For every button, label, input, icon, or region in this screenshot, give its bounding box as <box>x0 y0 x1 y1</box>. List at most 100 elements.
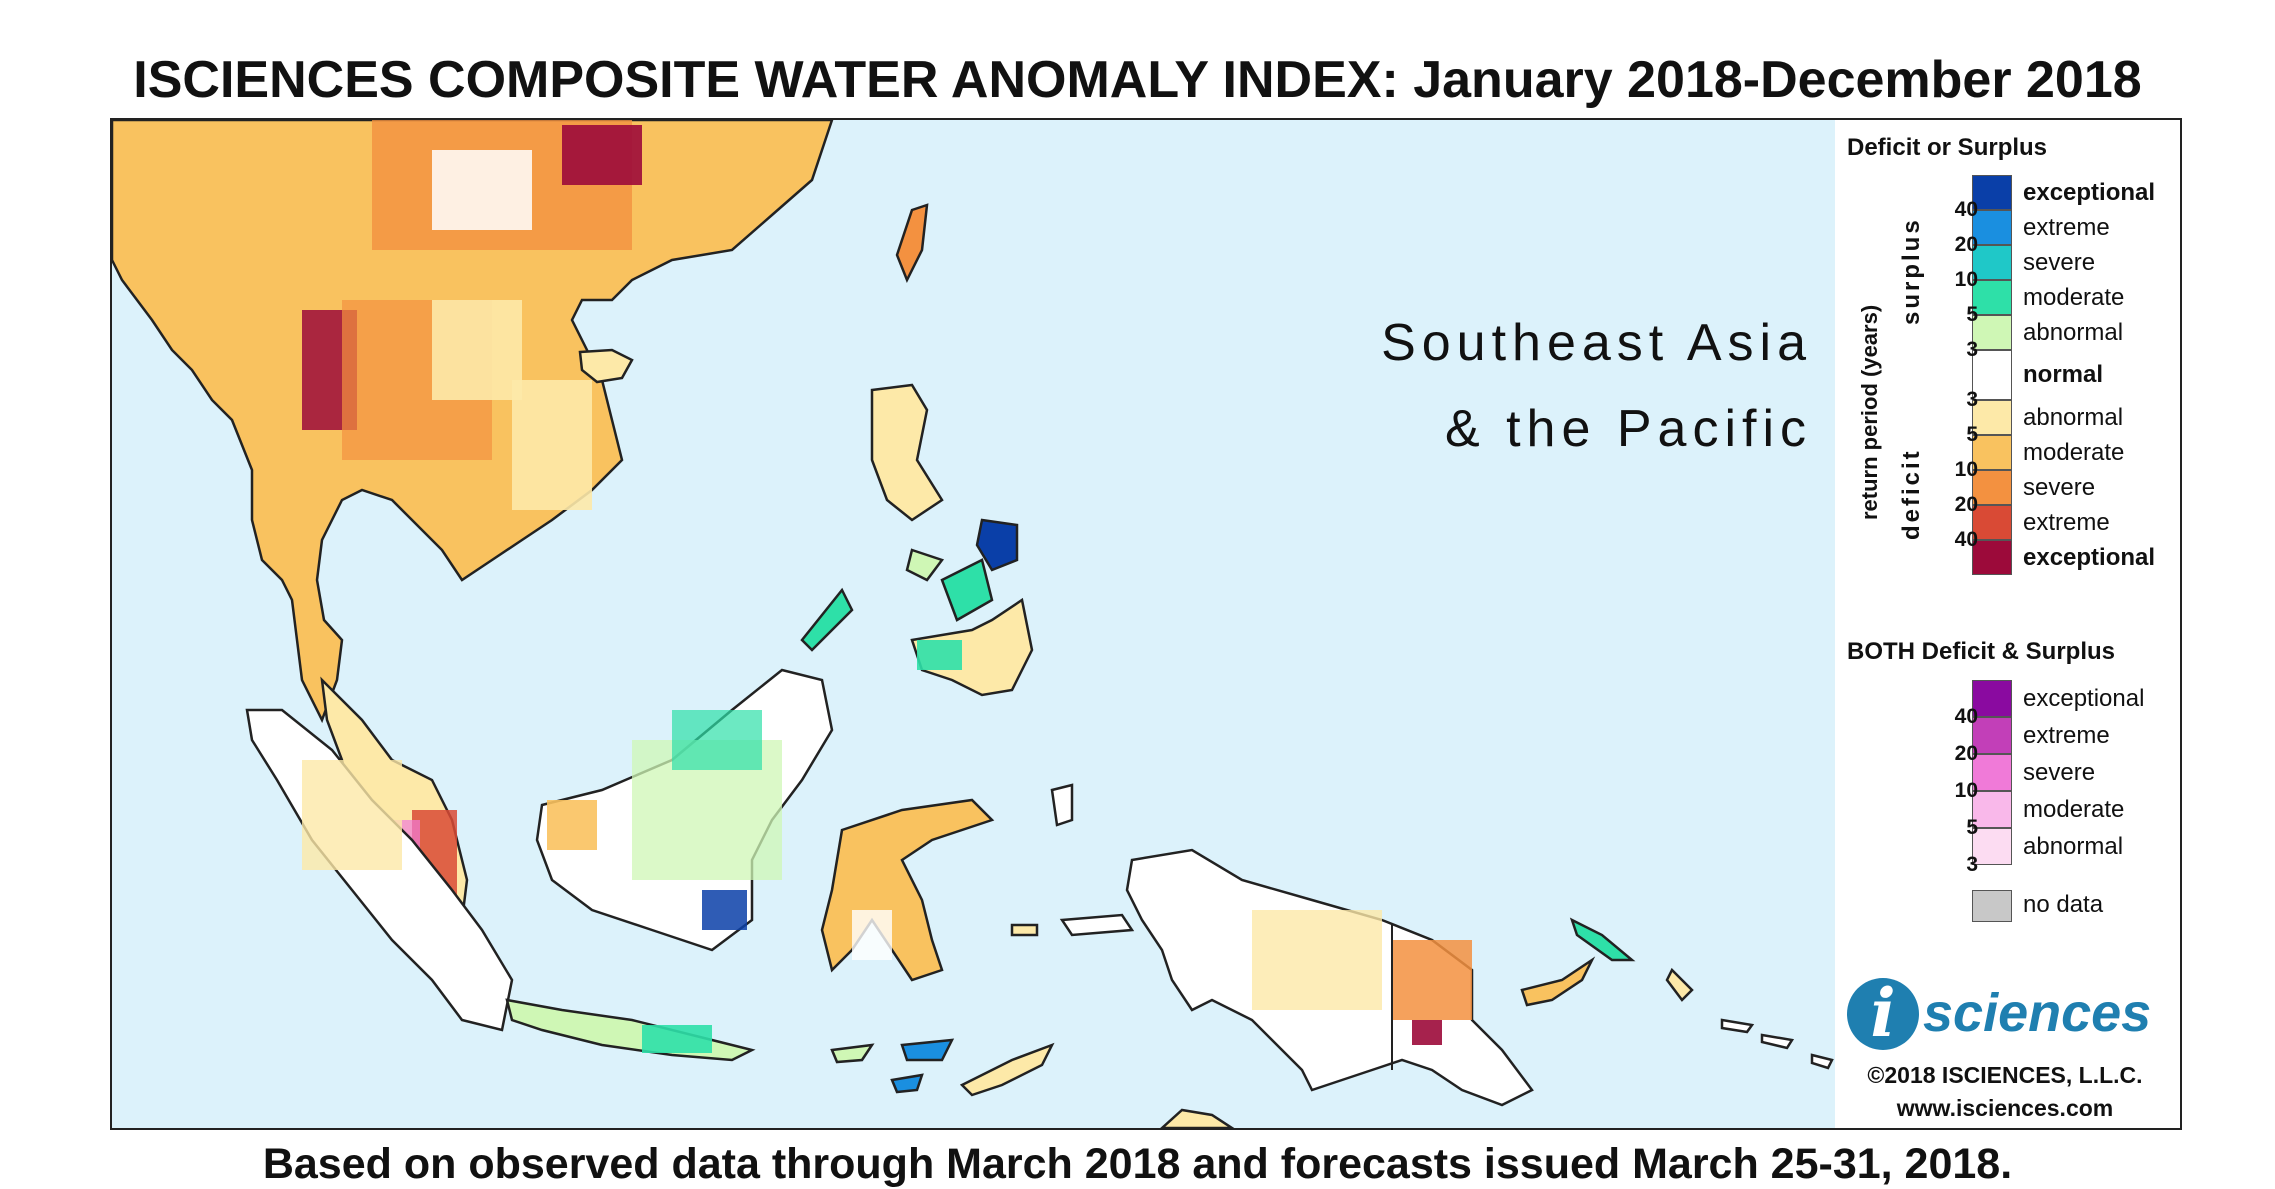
legend-surplus-tick: 40 <box>1954 198 1978 221</box>
copyright-text: ©2018 ISCIENCES, L.L.C. <box>1867 1062 2143 1088</box>
legend-deficit-label: deficit <box>1898 448 1925 540</box>
legend-surplus-tick: 10 <box>1954 268 1978 291</box>
region-label-line1: Southeast Asia <box>1381 314 1812 372</box>
java-island <box>505 998 756 1062</box>
java-moderate-patch <box>642 1025 712 1053</box>
legend-both-swatch-3 <box>1972 791 2012 828</box>
taiwan-island <box>895 203 929 284</box>
legend-both-swatch-4 <box>1972 828 2012 865</box>
legend-swatch-10 <box>1972 540 2012 575</box>
mindanao-moderate-patch <box>917 640 962 670</box>
legend-deficit-tick: 40 <box>1954 528 1978 551</box>
legend-swatch-3 <box>1972 280 2012 315</box>
legend-label-6: abnormal <box>2023 403 2124 431</box>
legend-label-5: normal <box>2023 361 2104 388</box>
legend-surplus-label: surplus <box>1898 217 1925 325</box>
legend-label-0: exceptional <box>2023 178 2156 206</box>
legend-swatch-4 <box>1972 315 2012 350</box>
legend-both-tick: 40 <box>1954 705 1978 728</box>
png-exceptional-patch <box>1412 1020 1442 1045</box>
sumba-island <box>890 1073 924 1094</box>
legend-label-4: abnormal <box>2023 318 2124 346</box>
legend-both-tick: 10 <box>1954 779 1978 802</box>
legend-swatch-5 <box>1972 350 2012 400</box>
legend-both-swatch-1 <box>1972 717 2012 754</box>
legend-swatch-1 <box>1972 210 2012 245</box>
laos-abnormal-patch <box>432 300 522 400</box>
legend-surplus-tick: 3 <box>1966 338 1978 361</box>
solomon-island-2 <box>1760 1033 1795 1050</box>
bougainville-island <box>1665 967 1694 1002</box>
sulawesi-normal-patch <box>852 910 892 960</box>
isciences-logo-text: sciences <box>1923 983 2152 1043</box>
map-frame: Southeast Asia & the Pacific Deficit or … <box>110 118 2182 1130</box>
legend-label-10: exceptional <box>2023 543 2156 571</box>
legend-label-9: extreme <box>2023 508 2110 536</box>
png-severe-patch <box>1392 940 1472 1020</box>
legend-both-swatch-0 <box>1972 680 2012 717</box>
seram-island <box>1059 913 1135 937</box>
solomon-island-1 <box>1720 1018 1755 1034</box>
map-title: ISCIENCES COMPOSITE WATER ANOMALY INDEX:… <box>133 51 2142 109</box>
legend-surplus-tick: 20 <box>1954 233 1978 256</box>
legend-both-label-4: abnormal <box>2023 833 2124 860</box>
legend-deficit-tick: 3 <box>1966 388 1978 411</box>
legend-deficit-tick: 20 <box>1954 493 1978 516</box>
timor-island <box>959 1042 1055 1097</box>
mindanao-island <box>910 597 1034 697</box>
mindoro-island <box>905 548 945 582</box>
australia-north-tip <box>1160 1108 1235 1128</box>
anomaly-map[interactable]: Southeast Asia & the Pacific <box>112 120 1835 1128</box>
legend-both-swatch-2 <box>1972 754 2012 791</box>
legend-swatch-7 <box>1972 435 2012 470</box>
china-extreme-patch <box>562 125 642 185</box>
borneo-deficit-patch <box>547 800 597 850</box>
samar-island <box>975 518 1019 572</box>
legend-label-8: severe <box>2023 473 2096 501</box>
legend-nodata-label: no data <box>2023 891 2104 918</box>
legend-heading-both: BOTH Deficit & Surplus <box>1847 638 2116 665</box>
legend-label-2: severe <box>2023 248 2096 276</box>
legend-label-7: moderate <box>2023 438 2125 466</box>
footer-note: Based on observed data through March 201… <box>262 1140 2013 1188</box>
palawan-island <box>800 587 854 652</box>
vietnam-abnormal-patch <box>512 380 592 510</box>
legend-swatch-8 <box>1972 470 2012 505</box>
legend-both-label-3: moderate <box>2023 796 2125 823</box>
halmahera-island <box>1050 783 1074 827</box>
legend-both-label-1: extreme <box>2023 722 2110 749</box>
hainan-island <box>578 348 634 384</box>
sumbawa-island <box>900 1038 955 1062</box>
new-ireland-island <box>1569 917 1636 962</box>
legend-both-label-2: severe <box>2023 759 2096 786</box>
legend-swatch-6 <box>1972 400 2012 435</box>
legend-axis-label: return period (years) <box>1857 304 1882 520</box>
new-britain-island <box>1520 956 1596 1007</box>
legend-swatch-9 <box>1972 505 2012 540</box>
legend-both-tick: 20 <box>1954 742 1978 765</box>
website-link[interactable]: www.isciences.com <box>1896 1095 2114 1121</box>
sulawesi-island <box>820 798 995 982</box>
china-normal-patch <box>432 150 532 230</box>
legend-heading-deficit-surplus: Deficit or Surplus <box>1847 134 2048 161</box>
sumatra-abnormal-patch <box>302 760 402 870</box>
buru-island <box>1010 923 1039 937</box>
borneo-surplus-patch <box>702 890 747 930</box>
visayas-island <box>940 558 994 622</box>
legend-deficit-tick: 10 <box>1954 458 1978 481</box>
legend-panel: Deficit or Surplus exceptional extreme sev… <box>1835 120 2180 1128</box>
legend-both-tick: 3 <box>1966 853 1978 876</box>
papua-abnormal-patch <box>1252 910 1382 1010</box>
luzon-island <box>870 383 944 522</box>
legend-surplus-tick: 5 <box>1966 303 1978 326</box>
legend-both-label-0: exceptional <box>2023 685 2145 712</box>
isciences-logo-icon: i <box>1847 978 1919 1050</box>
legend-both-tick: 5 <box>1966 816 1978 839</box>
legend-nodata-swatch <box>1972 890 2012 922</box>
legend-label-1: extreme <box>2023 213 2110 241</box>
legend-deficit-tick: 5 <box>1966 423 1978 446</box>
legend-swatch-0 <box>1972 175 2012 210</box>
flores-island <box>830 1043 875 1064</box>
region-label-line2: & the Pacific <box>1444 400 1812 458</box>
borneo-moderate-patch <box>672 710 762 770</box>
